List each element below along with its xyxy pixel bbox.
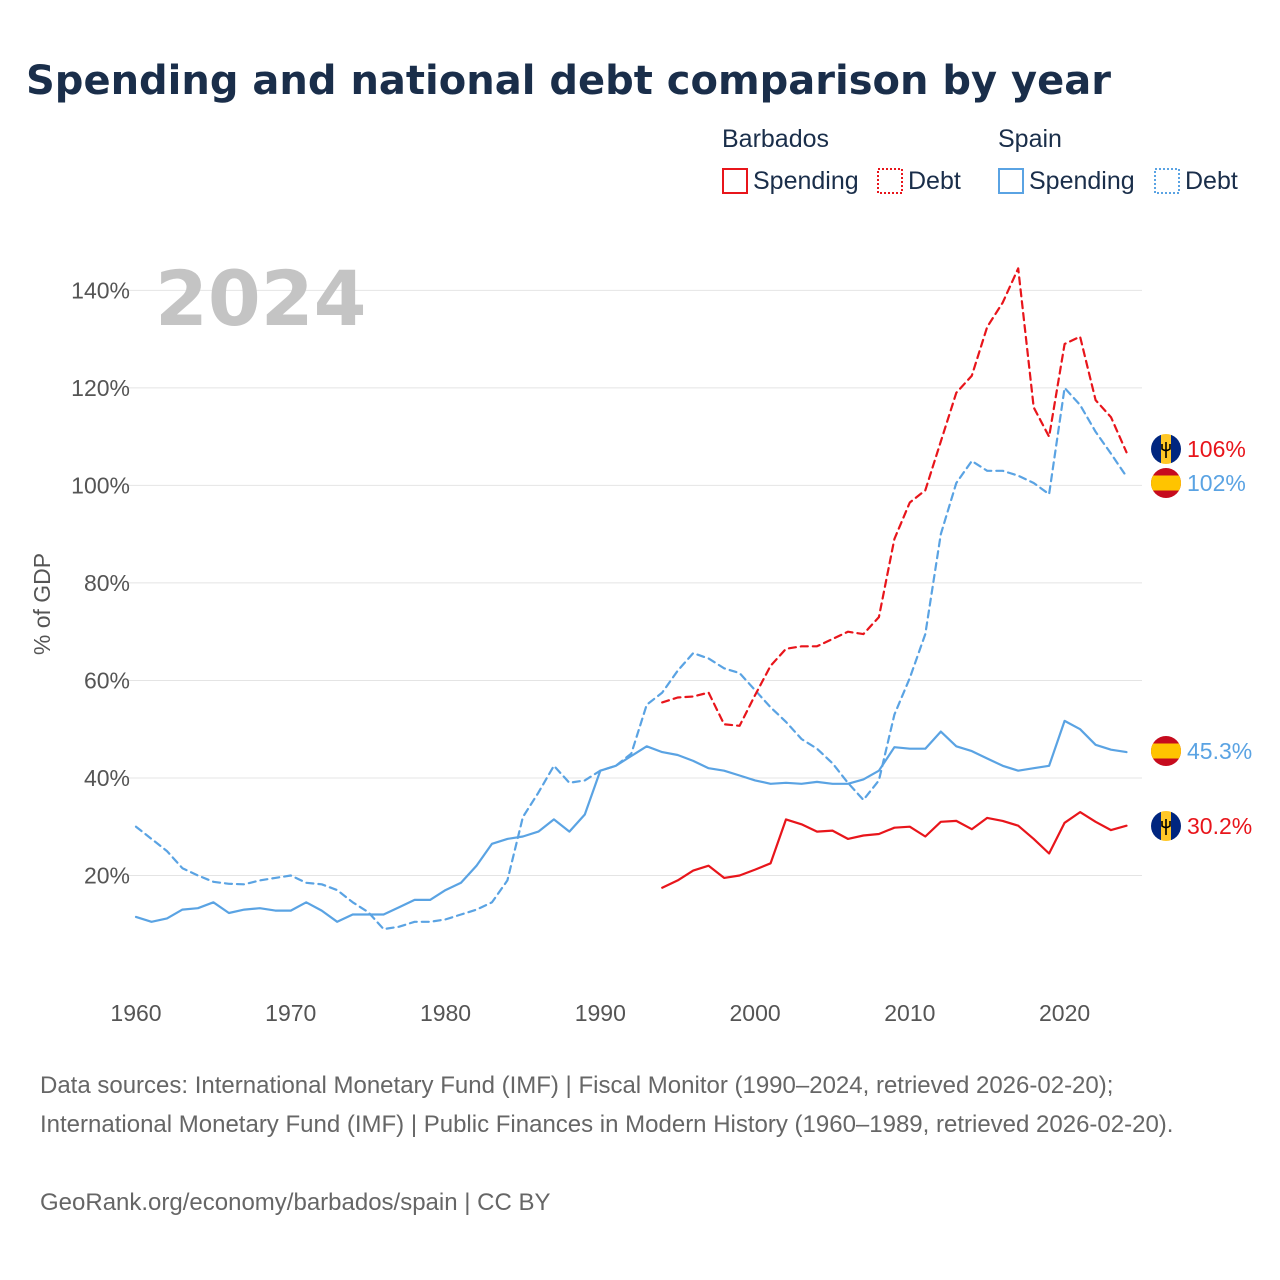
x-tick-label: 2000 (729, 1000, 780, 1026)
series-line-barbados-spending (661, 810, 1128, 889)
y-axis-title: % of GDP (29, 553, 55, 655)
series-line-barbados-debt (661, 267, 1128, 727)
end-labels: 106% 102% 45.3% 30.2% (1187, 436, 1252, 839)
end-label-spain-spending: 45.3% (1187, 738, 1252, 764)
legend-swatch-barbados-spending (722, 168, 748, 194)
end-label-barbados-spending: 30.2% (1187, 813, 1252, 839)
y-tick-label: 140% (71, 277, 130, 303)
y-tick-label: 20% (84, 862, 130, 888)
spain-flag (1151, 736, 1181, 766)
end-label-spain-debt: 102% (1187, 470, 1246, 496)
legend-group-title-barbados: Barbados (722, 125, 829, 153)
legend-label-barbados-debt: Debt (908, 167, 961, 195)
legend-swatch-spain-debt (1154, 168, 1180, 194)
y-tick-label: 120% (71, 375, 130, 401)
x-tick-label: 1970 (265, 1000, 316, 1026)
series-lines (134, 267, 1128, 931)
y-tick-label: 80% (84, 570, 130, 596)
x-tick-label: 1990 (575, 1000, 626, 1026)
series-line-spain-spending (134, 719, 1128, 923)
legend-label-spain-spending: Spending (1029, 167, 1135, 195)
legend-swatch-barbados-debt (877, 168, 903, 194)
legend-label-barbados-spending: Spending (753, 167, 859, 195)
x-tick-label: 2010 (884, 1000, 935, 1026)
legend: Barbados Spending Debt Spain Spending De… (722, 125, 1238, 195)
x-axis-ticks: 1960 1970 1980 1990 2000 2010 2020 (110, 1000, 1090, 1026)
x-tick-label: 2020 (1039, 1000, 1090, 1026)
y-tick-label: 40% (84, 765, 130, 791)
end-label-barbados-debt: 106% (1187, 436, 1246, 462)
end-markers (1151, 434, 1181, 841)
x-tick-label: 1960 (110, 1000, 161, 1026)
barbados-flag (1151, 811, 1181, 841)
chart-title: Spending and national debt comparison by… (26, 58, 1111, 104)
source-credit-link[interactable]: GeoRank.org/economy/barbados/spain | CC … (40, 1189, 551, 1216)
spain-flag (1151, 468, 1181, 498)
gridlines (128, 289, 1142, 876)
year-watermark: 2024 (155, 254, 367, 343)
series-line-spain-debt (134, 386, 1128, 931)
x-tick-label: 1980 (420, 1000, 471, 1026)
barbados-flag (1151, 434, 1181, 464)
data-sources-note: Data sources: International Monetary Fun… (40, 1072, 1174, 1138)
y-axis-ticks: 20% 40% 60% 80% 100% 120% 140% (71, 277, 130, 888)
legend-label-spain-debt: Debt (1185, 167, 1238, 195)
y-tick-label: 60% (84, 667, 130, 693)
y-tick-label: 100% (71, 472, 130, 498)
legend-swatch-spain-spending (998, 168, 1024, 194)
legend-group-title-spain: Spain (998, 125, 1062, 153)
